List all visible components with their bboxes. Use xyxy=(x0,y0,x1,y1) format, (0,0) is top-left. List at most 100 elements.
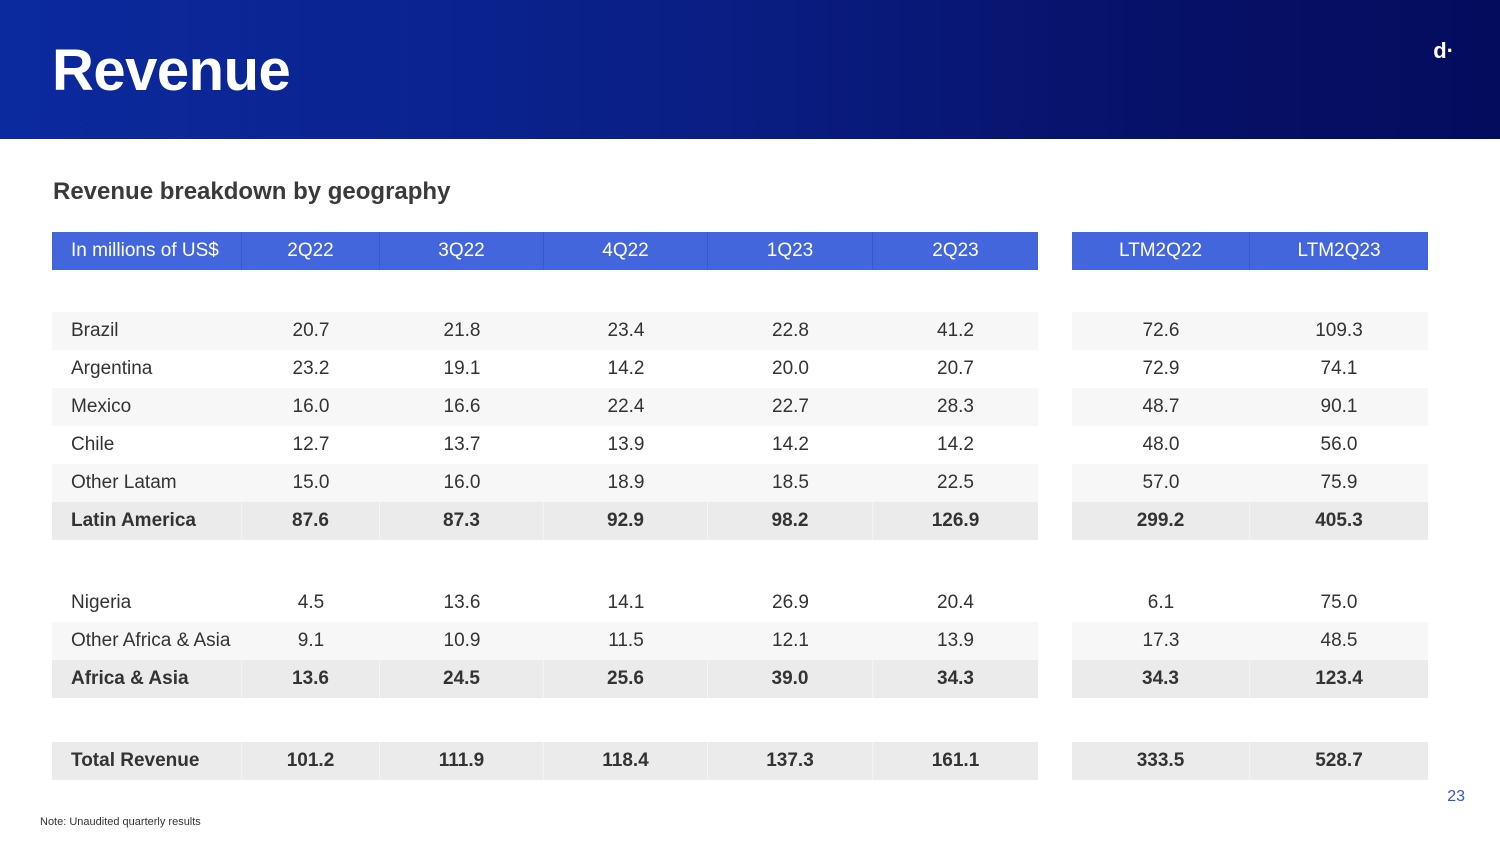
value-cell: 90.1 xyxy=(1320,396,1358,417)
ltm-row-nigeria: 6.1 75.0 xyxy=(1072,584,1428,622)
value-cell: 75.9 xyxy=(1320,472,1358,493)
value-cell: 14.2 xyxy=(937,434,974,455)
row-label: Brazil xyxy=(71,320,119,341)
value-cell: 20.7 xyxy=(937,358,974,379)
value-cell: 15.0 xyxy=(292,472,330,493)
value-cell: 20.4 xyxy=(937,592,974,613)
value-cell: 14.2 xyxy=(772,434,809,455)
ltm-revenue-table: LTM2Q22 LTM2Q23 72.6 109.3 72.9 74.1 48.… xyxy=(1072,232,1428,780)
row-label: Nigeria xyxy=(71,592,132,613)
value-cell: 98.2 xyxy=(708,502,873,540)
header-quarter: 2Q22 xyxy=(242,232,380,270)
value-cell: 16.0 xyxy=(292,396,330,417)
value-cell: 101.2 xyxy=(242,742,380,780)
row-label: Argentina xyxy=(71,358,153,379)
value-cell: 18.9 xyxy=(607,472,645,493)
value-cell: 16.0 xyxy=(443,472,481,493)
table-row-other-africa-asia: Other Africa & Asia 9.1 10.9 11.5 12.1 1… xyxy=(52,622,1038,660)
table-row-africa-asia: Africa & Asia 13.6 24.5 25.6 39.0 34.3 xyxy=(52,660,1038,698)
value-cell: 48.7 xyxy=(1142,396,1180,417)
value-cell: 137.3 xyxy=(708,742,873,780)
value-cell: 20.7 xyxy=(292,320,330,341)
value-cell: 57.0 xyxy=(1142,472,1180,493)
value-cell: 28.3 xyxy=(937,396,974,417)
value-cell: 24.5 xyxy=(380,660,544,698)
value-cell: 9.1 xyxy=(297,630,325,651)
header-quarter: 4Q22 xyxy=(544,232,708,270)
page-title: Revenue xyxy=(52,38,291,103)
value-cell: 92.9 xyxy=(544,502,708,540)
header-quarter: 2Q23 xyxy=(932,240,979,261)
value-cell: 109.3 xyxy=(1315,320,1363,341)
company-logo: d· xyxy=(1433,38,1454,63)
row-label: Other Africa & Asia xyxy=(71,630,231,651)
value-cell: 25.6 xyxy=(544,660,708,698)
value-cell: 72.6 xyxy=(1142,320,1180,341)
header-quarter: 3Q22 xyxy=(380,232,544,270)
value-cell: 13.9 xyxy=(607,434,645,455)
value-cell: 12.1 xyxy=(772,630,809,651)
value-cell: 34.3 xyxy=(937,668,974,689)
value-cell: 48.0 xyxy=(1142,434,1180,455)
value-cell: 26.9 xyxy=(772,592,809,613)
value-cell: 23.2 xyxy=(292,358,330,379)
value-cell: 22.8 xyxy=(772,320,809,341)
value-cell: 528.7 xyxy=(1315,750,1363,771)
value-cell: 13.6 xyxy=(242,660,380,698)
value-cell: 14.2 xyxy=(607,358,645,379)
value-cell: 6.1 xyxy=(1147,592,1175,613)
value-cell: 111.9 xyxy=(380,742,544,780)
value-cell: 23.4 xyxy=(607,320,645,341)
value-cell: 10.9 xyxy=(443,630,481,651)
value-cell: 4.5 xyxy=(297,592,325,613)
table-row-nigeria: Nigeria 4.5 13.6 14.1 26.9 20.4 xyxy=(52,584,1038,622)
ltm-row-chile: 48.0 56.0 xyxy=(1072,426,1428,464)
value-cell: 41.2 xyxy=(937,320,974,341)
ltm-row-other-latam: 57.0 75.9 xyxy=(1072,464,1428,502)
value-cell: 405.3 xyxy=(1315,510,1363,531)
quarterly-revenue-table: In millions of US$ 2Q22 3Q22 4Q22 1Q23 2… xyxy=(52,232,1038,780)
value-cell: 34.3 xyxy=(1072,660,1250,698)
page-number: 23 xyxy=(1447,788,1465,805)
row-label: Africa & Asia xyxy=(52,660,242,698)
title-banner xyxy=(0,0,1500,139)
table-row-chile: Chile 12.7 13.7 13.9 14.2 14.2 xyxy=(52,426,1038,464)
value-cell: 75.0 xyxy=(1320,592,1358,613)
row-label: Total Revenue xyxy=(52,742,242,780)
value-cell: 333.5 xyxy=(1072,742,1250,780)
header-quarter: 1Q23 xyxy=(708,232,873,270)
value-cell: 118.4 xyxy=(544,742,708,780)
ltm-row-brazil: 72.6 109.3 xyxy=(1072,312,1428,350)
table-header-row: In millions of US$ 2Q22 3Q22 4Q22 1Q23 2… xyxy=(52,232,1038,270)
table-row-mexico: Mexico 16.0 16.6 22.4 22.7 28.3 xyxy=(52,388,1038,426)
value-cell: 17.3 xyxy=(1142,630,1180,651)
table-row-brazil: Brazil 20.7 21.8 23.4 22.8 41.2 xyxy=(52,312,1038,350)
value-cell: 299.2 xyxy=(1072,502,1250,540)
value-cell: 20.0 xyxy=(772,358,809,379)
value-cell: 13.7 xyxy=(443,434,481,455)
value-cell: 22.7 xyxy=(772,396,809,417)
value-cell: 123.4 xyxy=(1315,668,1363,689)
table-row-argentina: Argentina 23.2 19.1 14.2 20.0 20.7 xyxy=(52,350,1038,388)
value-cell: 18.5 xyxy=(772,472,809,493)
table-row-total-revenue: Total Revenue 101.2 111.9 118.4 137.3 16… xyxy=(52,742,1038,780)
value-cell: 21.8 xyxy=(443,320,481,341)
ltm-row-mexico: 48.7 90.1 xyxy=(1072,388,1428,426)
header-ltm: LTM2Q23 xyxy=(1297,240,1381,261)
ltm-header-row: LTM2Q22 LTM2Q23 xyxy=(1072,232,1428,270)
ltm-row-argentina: 72.9 74.1 xyxy=(1072,350,1428,388)
value-cell: 39.0 xyxy=(708,660,873,698)
value-cell: 72.9 xyxy=(1142,358,1180,379)
value-cell: 13.9 xyxy=(937,630,974,651)
value-cell: 11.5 xyxy=(608,630,644,651)
section-subtitle: Revenue breakdown by geography xyxy=(53,178,451,205)
header-label: In millions of US$ xyxy=(52,232,242,270)
table-row-other-latam: Other Latam 15.0 16.0 18.9 18.5 22.5 xyxy=(52,464,1038,502)
value-cell: 12.7 xyxy=(292,434,330,455)
row-label: Other Latam xyxy=(71,472,177,493)
value-cell: 22.5 xyxy=(937,472,974,493)
value-cell: 22.4 xyxy=(607,396,645,417)
value-cell: 87.6 xyxy=(242,502,380,540)
value-cell: 13.6 xyxy=(443,592,481,613)
header-ltm: LTM2Q22 xyxy=(1072,232,1250,270)
